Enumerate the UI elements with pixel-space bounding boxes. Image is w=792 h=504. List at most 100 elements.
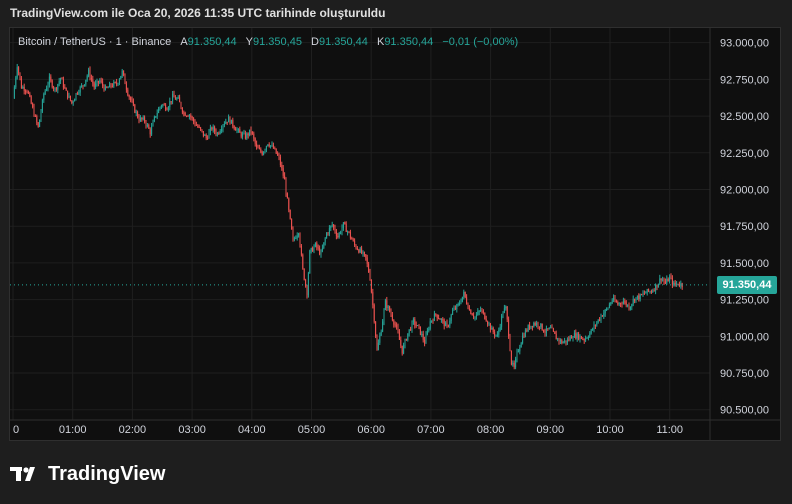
candle-body (212, 126, 214, 130)
candle-body (324, 238, 326, 243)
candle-body (341, 227, 343, 233)
candle-body (461, 296, 463, 302)
candle-body (222, 124, 224, 129)
candle-body (148, 124, 150, 129)
candle-body (615, 301, 617, 303)
candle-body (488, 323, 490, 325)
candle-body (669, 276, 671, 282)
candle-body (125, 83, 127, 90)
candle-body (446, 322, 448, 326)
candle-body (121, 70, 123, 76)
candle-body (236, 129, 238, 131)
candle-body (314, 242, 316, 247)
candle-body (69, 95, 71, 101)
candle-body (407, 333, 409, 341)
candle-body (580, 336, 582, 339)
candle-body (76, 93, 78, 95)
chart-panel[interactable]: 93.000,00 92.750,00 92.500,00 92.250,00 92.0… (9, 27, 781, 441)
candle-body (408, 329, 410, 334)
candle-body (36, 116, 38, 123)
candle-body (107, 87, 109, 89)
candle-body (648, 289, 650, 292)
candle-body (636, 295, 638, 298)
candle-body (88, 69, 90, 76)
candle-body (426, 330, 428, 335)
candle-body (611, 300, 613, 303)
candle-body (275, 148, 277, 154)
candle-body (170, 101, 172, 103)
candle-body (141, 117, 143, 120)
candle-body (96, 80, 98, 84)
low-label: D (311, 36, 319, 48)
candle-body (242, 133, 244, 137)
x-tick-label: 08:00 (477, 424, 505, 436)
candle-body (355, 245, 357, 249)
candle-body (124, 74, 126, 84)
x-tick-label: 10:00 (596, 424, 624, 436)
candle-body (64, 87, 66, 89)
close-label: K (376, 36, 385, 48)
candle-body (627, 304, 629, 306)
candle-body (594, 324, 596, 326)
candle-body (551, 327, 553, 329)
candle-body (228, 116, 230, 123)
candle-body (625, 301, 627, 306)
candle-body (391, 314, 393, 321)
candle-body (463, 291, 465, 297)
candle-body (32, 103, 34, 108)
candle-body (401, 345, 403, 354)
candle-body (299, 233, 301, 247)
candle-body (48, 76, 50, 85)
candle-body (166, 109, 168, 111)
candle-body (508, 319, 510, 337)
candle-body (278, 155, 280, 157)
candle-body (162, 104, 164, 106)
candle-body (578, 333, 580, 340)
candle-body (599, 319, 601, 321)
candle-body (369, 272, 371, 280)
candle-body (632, 299, 634, 305)
candle-body (39, 119, 41, 127)
x-tick-label: 09:00 (537, 424, 565, 436)
candle-body (419, 326, 421, 335)
candle-body (302, 254, 304, 269)
candle-body (320, 251, 322, 255)
candle-body (25, 90, 27, 92)
candle-body (596, 322, 598, 326)
candle-body (152, 121, 154, 127)
candle-body (562, 341, 564, 344)
candle-body (169, 101, 171, 108)
candle-body (240, 132, 242, 137)
low-value: 91.350,44 (318, 36, 368, 48)
symbol-name[interactable]: Bitcoin / TetherUS · 1 · Binance (18, 36, 172, 48)
candle-body (153, 116, 155, 122)
candle-body (537, 323, 539, 327)
ohlc-legend: Bitcoin / TetherUS · 1 · Binance A91.350… (18, 36, 518, 48)
candle-body (183, 112, 185, 114)
candle-body (181, 108, 183, 113)
candle-body (345, 224, 347, 232)
candle-body (368, 263, 370, 273)
candle-body (307, 273, 309, 296)
candle-body (435, 313, 437, 315)
candle-body (397, 326, 399, 333)
candle-body (582, 338, 584, 340)
candle-body (613, 297, 615, 301)
candle-body (309, 250, 311, 274)
candle-body (72, 101, 74, 103)
tradingview-brand[interactable]: TradingView (10, 462, 165, 486)
candle-body (506, 306, 508, 320)
candle-body (519, 347, 521, 352)
candle-body (555, 333, 557, 340)
candle-body (389, 306, 391, 312)
candle-body (284, 175, 286, 180)
candle-body (79, 86, 81, 93)
candlestick-chart[interactable]: 93.000,00 92.750,00 92.500,00 92.250,00 92.0… (10, 28, 780, 440)
candle-body (572, 337, 574, 339)
candle-body (18, 67, 20, 73)
candle-body (130, 97, 132, 100)
candle-body (536, 323, 538, 325)
candle-body (457, 303, 459, 305)
candle-body (191, 117, 193, 119)
candle-body (93, 83, 95, 88)
